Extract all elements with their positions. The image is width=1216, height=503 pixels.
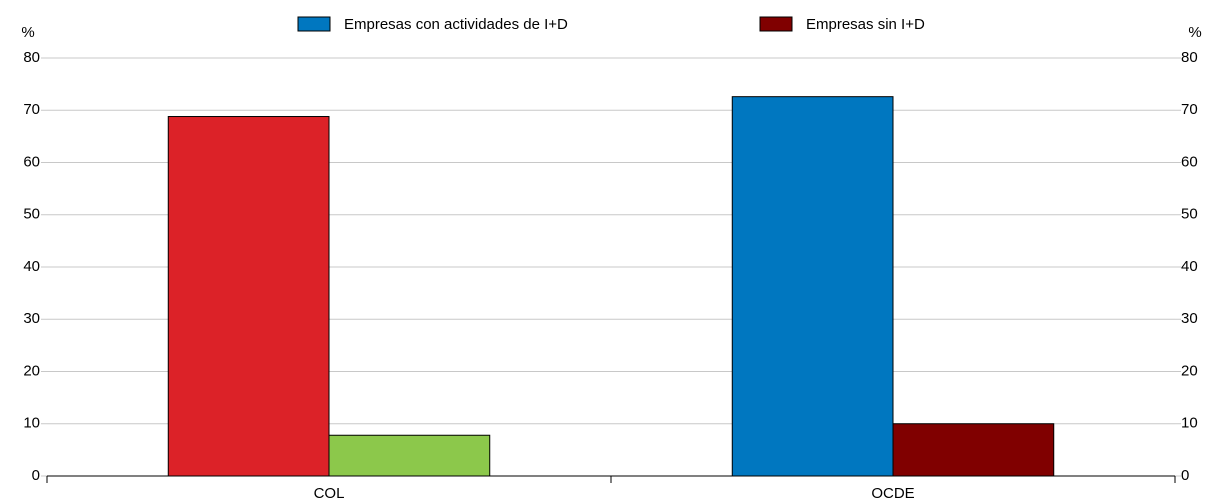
y2-tick-label: 20: [1181, 362, 1198, 379]
legend-label: Empresas con actividades de I+D: [344, 16, 568, 33]
y-unit: %: [21, 24, 34, 41]
y2-tick-label: 60: [1181, 153, 1198, 170]
legend-swatch: [759, 16, 793, 32]
y-tick-label: 10: [23, 415, 40, 432]
bar: [328, 434, 491, 477]
y2-unit: %: [1188, 24, 1201, 41]
y-tick-label: 0: [32, 467, 40, 484]
bar: [731, 96, 894, 477]
y-tick-label: 50: [23, 206, 40, 223]
y-tick-label: 40: [23, 258, 40, 275]
y2-tick-label: 50: [1181, 206, 1198, 223]
x-tick-label: OCDE: [871, 485, 914, 502]
y-tick-label: 30: [23, 310, 40, 327]
legend-swatch: [297, 16, 331, 32]
y2-tick-label: 10: [1181, 415, 1198, 432]
y-tick-label: 70: [23, 101, 40, 118]
bar: [892, 423, 1055, 477]
y-tick-label: 20: [23, 362, 40, 379]
legend-label: Empresas sin I+D: [806, 16, 925, 33]
y2-tick-label: 80: [1181, 49, 1198, 66]
y2-tick-label: 70: [1181, 101, 1198, 118]
y-tick-label: 80: [23, 49, 40, 66]
y2-tick-label: 40: [1181, 258, 1198, 275]
bar: [167, 116, 330, 477]
y-tick-label: 60: [23, 153, 40, 170]
x-tick-label: COL: [314, 485, 345, 502]
y2-tick-label: 0: [1181, 467, 1189, 484]
y2-tick-label: 30: [1181, 310, 1198, 327]
